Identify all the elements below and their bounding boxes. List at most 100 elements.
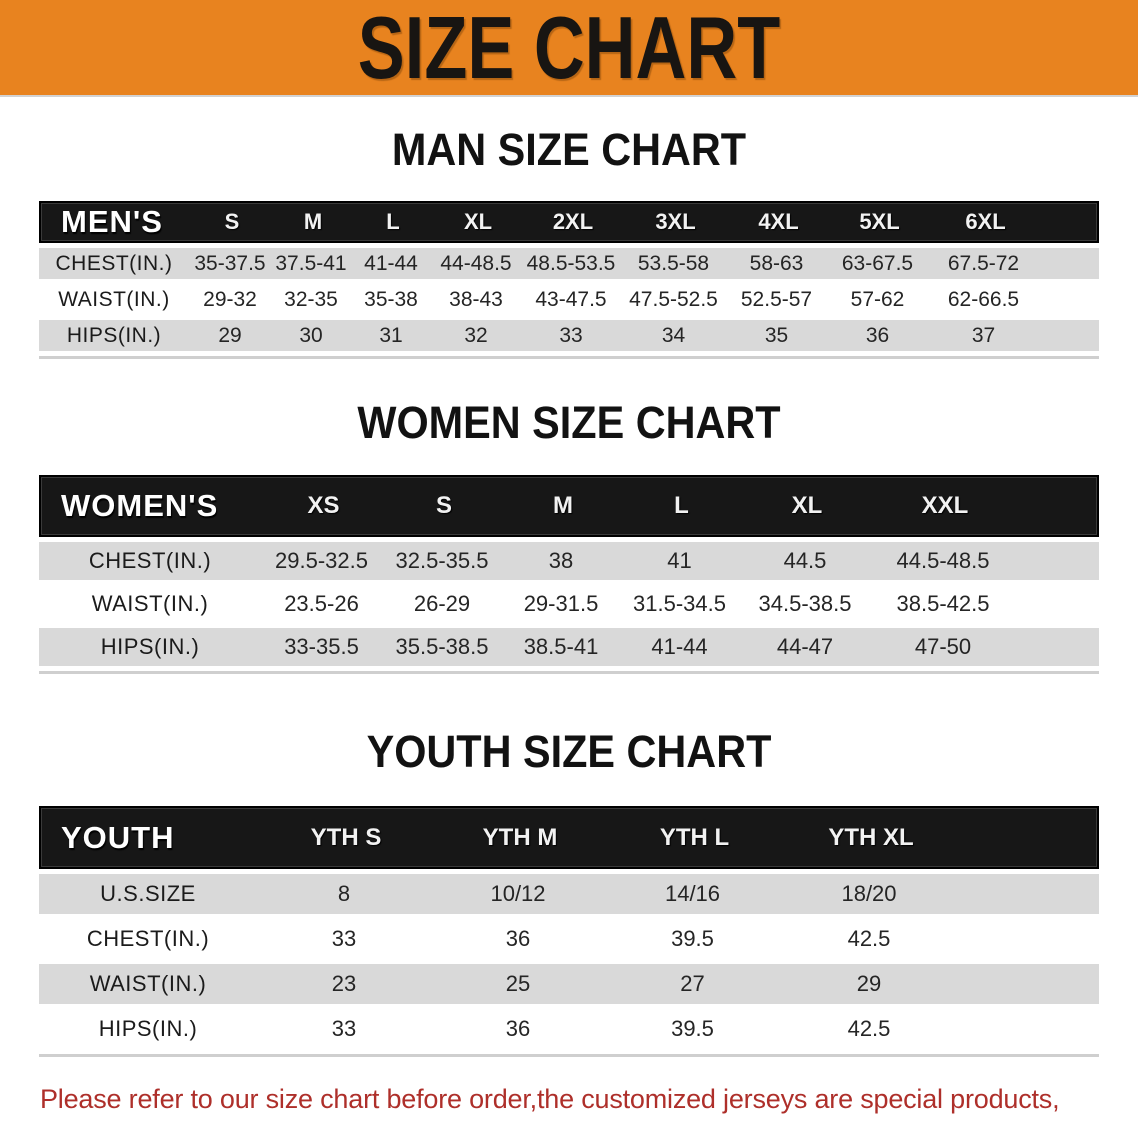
men-row-label-chest-in: CHEST(IN.) bbox=[55, 251, 173, 275]
women-chest-in-s: 32.5-35.5 bbox=[395, 548, 489, 573]
youth-row-waist-in: WAIST(IN.) 23 25 27 29 bbox=[39, 964, 1099, 1004]
women-row-hips-in: HIPS(IN.) 33-35.5 35.5-38.5 38.5-41 41-44 44-… bbox=[39, 628, 1099, 666]
women-hips-in-xl: 44-47 bbox=[776, 634, 834, 659]
women-size-header-xxl: XXL bbox=[921, 492, 969, 519]
youth-hips-in-yth-s: 33 bbox=[331, 1016, 357, 1041]
youth-table-header-row: YOUTH YTH S YTH M YTH L YTH XL bbox=[39, 806, 1099, 869]
youth-chest-in-yth-s: 33 bbox=[331, 926, 357, 951]
men-waist-in-5xl: 57-62 bbox=[850, 287, 905, 311]
men-chest-in-s: 35-37.5 bbox=[194, 251, 266, 275]
youth-waist-in-yth-l: 27 bbox=[680, 971, 705, 996]
youth-row-label-waist-in: WAIST(IN.) bbox=[89, 971, 207, 996]
women-row-label-hips-in: HIPS(IN.) bbox=[100, 634, 200, 659]
men-size-header-m: M bbox=[303, 209, 323, 234]
youth-chest-in-yth-m: 36 bbox=[505, 926, 531, 951]
men-waist-in-3xl: 47.5-52.5 bbox=[629, 287, 718, 311]
women-row-label-chest-in: CHEST(IN.) bbox=[88, 548, 212, 573]
men-size-header-l: L bbox=[386, 209, 400, 234]
youth-waist-in-yth-s: 23 bbox=[331, 971, 357, 996]
women-chest-in-xs: 29.5-32.5 bbox=[275, 548, 368, 573]
men-size-header-3xl: 3XL bbox=[655, 209, 696, 234]
women-waist-in-l: 31.5-34.5 bbox=[633, 591, 726, 616]
youth-u-s-size-yth-s: 8 bbox=[337, 881, 351, 906]
men-hips-in-5xl: 36 bbox=[865, 323, 890, 347]
youth-waist-in-yth-xl: 29 bbox=[856, 971, 882, 996]
men-hips-in-xl: 32 bbox=[464, 323, 488, 347]
men-chest-in-m: 37.5-41 bbox=[275, 251, 347, 275]
women-chest-in-xl: 44.5 bbox=[783, 548, 827, 573]
banner-title: SIZE CHART bbox=[357, 0, 781, 97]
youth-chest-in-yth-l: 39.5 bbox=[671, 926, 714, 951]
men-corner-label: MEN'S bbox=[61, 204, 163, 239]
youth-hips-in-yth-m: 36 bbox=[505, 1016, 531, 1041]
youth-u-s-size-yth-xl: 18/20 bbox=[841, 881, 897, 906]
women-table-header-row: WOMEN'S XS S M L XL XXL bbox=[39, 475, 1099, 537]
men-chest-in-xl: 44-48.5 bbox=[440, 251, 512, 275]
order-notice: Please refer to our size chart before or… bbox=[0, 1057, 1138, 1132]
banner: SIZE CHART bbox=[0, 0, 1138, 97]
women-row-chest-in: CHEST(IN.) 29.5-32.5 32.5-35.5 38 41 44.5 44.5… bbox=[39, 542, 1099, 580]
men-chest-in-3xl: 53.5-58 bbox=[637, 251, 710, 275]
youth-size-header-yth-l: YTH L bbox=[659, 823, 730, 851]
women-size-header-m: M bbox=[553, 492, 573, 519]
men-waist-in-l: 35-38 bbox=[364, 287, 418, 311]
men-size-header-6xl: 6XL bbox=[965, 209, 1006, 234]
youth-size-header-yth-m: YTH M bbox=[482, 823, 558, 851]
youth-size-table: YOUTH YTH S YTH M YTH L YTH XL U.S.SIZE 8 10/12… bbox=[39, 806, 1099, 1057]
women-waist-in-m: 29-31.5 bbox=[523, 591, 599, 616]
youth-section: YOUTH SIZE CHART YOUTH YTH S YTH M YTH L YTH… bbox=[0, 674, 1138, 1057]
women-chest-in-m: 38 bbox=[548, 548, 574, 573]
men-size-header-5xl: 5XL bbox=[859, 209, 900, 234]
women-size-header-xl: XL bbox=[791, 492, 823, 519]
men-waist-in-xl: 38-43 bbox=[449, 287, 503, 311]
men-size-header-xl: XL bbox=[463, 209, 493, 234]
men-row-label-hips-in: HIPS(IN.) bbox=[66, 323, 162, 347]
notice-line-1: Please refer to our size chart before or… bbox=[40, 1084, 1060, 1114]
women-size-header-l: L bbox=[674, 492, 689, 519]
youth-row-label-u-s-size: U.S.SIZE bbox=[100, 881, 196, 906]
women-waist-in-xxl: 38.5-42.5 bbox=[896, 591, 990, 616]
men-chest-in-2xl: 48.5-53.5 bbox=[526, 251, 616, 275]
youth-u-s-size-yth-m: 10/12 bbox=[490, 881, 546, 906]
youth-hips-in-yth-xl: 42.5 bbox=[847, 1016, 891, 1041]
women-waist-in-xs: 23.5-26 bbox=[284, 591, 359, 616]
men-row-waist-in: WAIST(IN.) 29-32 32-35 35-38 38-43 43-47.5 47.… bbox=[39, 284, 1099, 315]
youth-section-heading: YOUTH SIZE CHART bbox=[366, 726, 772, 777]
men-hips-in-m: 30 bbox=[299, 323, 323, 347]
men-waist-in-4xl: 52.5-57 bbox=[740, 287, 813, 311]
men-chest-in-5xl: 63-67.5 bbox=[841, 251, 914, 275]
women-size-header-xs: XS bbox=[307, 492, 340, 519]
women-section-heading: WOMEN SIZE CHART bbox=[357, 397, 781, 448]
men-section-heading: MAN SIZE CHART bbox=[391, 124, 747, 175]
men-row-label-waist-in: WAIST(IN.) bbox=[58, 287, 170, 311]
men-hips-in-3xl: 34 bbox=[661, 323, 686, 347]
youth-waist-in-yth-m: 25 bbox=[505, 971, 531, 996]
men-hips-in-s: 29 bbox=[218, 323, 242, 347]
men-hips-in-4xl: 35 bbox=[764, 323, 789, 347]
women-size-table: WOMEN'S XS S M L XL XXL CHEST(IN.) 29.5-32.5 32.5… bbox=[39, 475, 1099, 674]
men-row-hips-in: HIPS(IN.) 29 30 31 32 33 34 35 36 37 bbox=[39, 320, 1099, 351]
men-hips-in-l: 31 bbox=[379, 323, 403, 347]
women-hips-in-m: 38.5-41 bbox=[523, 634, 599, 659]
youth-size-header-yth-xl: YTH XL bbox=[828, 823, 914, 851]
women-section: WOMEN SIZE CHART WOMEN'S XS S M L XL XXL CHEST(… bbox=[0, 359, 1138, 674]
youth-row-label-hips-in: HIPS(IN.) bbox=[98, 1016, 198, 1041]
women-hips-in-xs: 33-35.5 bbox=[284, 634, 359, 659]
women-row-label-waist-in: WAIST(IN.) bbox=[91, 591, 209, 616]
women-chest-in-xxl: 44.5-48.5 bbox=[896, 548, 990, 573]
youth-row-u-s-size: U.S.SIZE 8 10/12 14/16 18/20 bbox=[39, 874, 1099, 914]
youth-corner-label: YOUTH bbox=[61, 819, 175, 855]
men-chest-in-4xl: 58-63 bbox=[749, 251, 804, 275]
women-hips-in-s: 35.5-38.5 bbox=[395, 634, 489, 659]
youth-hips-in-yth-l: 39.5 bbox=[671, 1016, 714, 1041]
men-waist-in-2xl: 43-47.5 bbox=[535, 287, 607, 311]
women-waist-in-s: 26-29 bbox=[413, 591, 471, 616]
men-section: MAN SIZE CHART MEN'S S M L XL 2XL 3XL 4XL 5XL 6XL… bbox=[0, 97, 1138, 359]
youth-row-hips-in: HIPS(IN.) 33 36 39.5 42.5 bbox=[39, 1009, 1099, 1049]
women-waist-in-xl: 34.5-38.5 bbox=[758, 591, 852, 616]
men-row-chest-in: CHEST(IN.) 35-37.5 37.5-41 41-44 44-48.5 48.5… bbox=[39, 248, 1099, 279]
men-hips-in-2xl: 33 bbox=[559, 323, 583, 347]
youth-chest-in-yth-xl: 42.5 bbox=[847, 926, 891, 951]
youth-u-s-size-yth-l: 14/16 bbox=[664, 881, 721, 906]
